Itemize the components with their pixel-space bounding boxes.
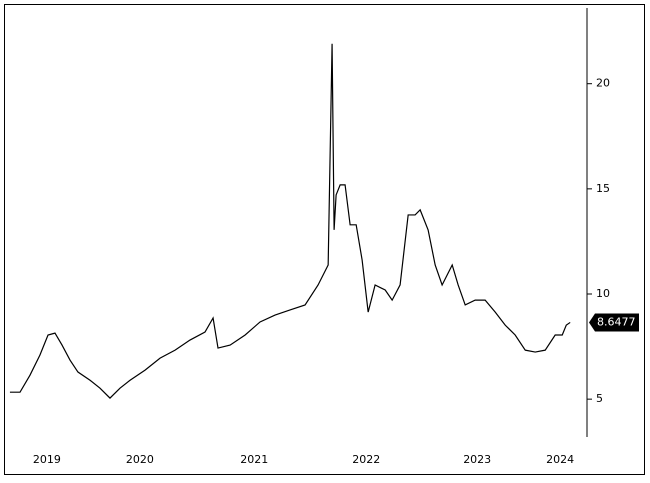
y-tick-label: 20 xyxy=(596,77,610,90)
x-tick-label: 2021 xyxy=(240,453,268,466)
last-value-label: 8.6477 xyxy=(597,315,636,328)
x-tick-label: 2020 xyxy=(126,453,154,466)
y-tick-label: 10 xyxy=(596,287,610,300)
frame xyxy=(4,4,645,475)
y-tick-label: 5 xyxy=(596,392,603,405)
x-tick-label: 2023 xyxy=(463,453,491,466)
y-tick-label: 15 xyxy=(596,182,610,195)
line-series xyxy=(9,43,571,399)
x-tick-label: 2022 xyxy=(352,453,380,466)
x-tick-label: 2024 xyxy=(546,453,574,466)
x-tick-label: 2019 xyxy=(33,453,61,466)
last-value-box xyxy=(589,313,639,332)
